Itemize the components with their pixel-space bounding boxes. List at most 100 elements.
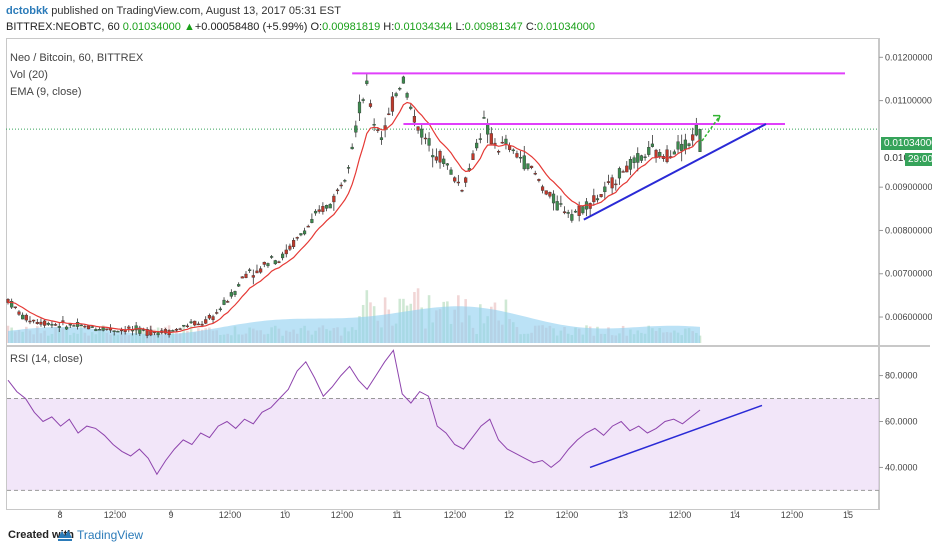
high-label: H: (383, 21, 395, 33)
bull-candle (482, 117, 486, 119)
projection-arrow-shaft (701, 115, 721, 142)
bull-candle (486, 124, 490, 135)
time-tick-label: 8 (57, 510, 62, 520)
bull-candle (573, 210, 578, 213)
bear-candle (251, 275, 255, 278)
bear-candle (277, 261, 281, 263)
bull-candle (628, 159, 633, 170)
bear-candle (544, 190, 548, 195)
bear-candle (262, 261, 266, 265)
bull-candle (94, 329, 98, 332)
bear-candle (453, 177, 457, 182)
projection-arrow-head (713, 114, 721, 122)
tradingview-brand-link[interactable]: TradingView (77, 528, 144, 542)
bear-candle (211, 316, 215, 321)
bull-candle (658, 152, 662, 157)
bear-candle (464, 177, 468, 183)
close-value: 0.01034000 (536, 21, 595, 33)
ema-legend[interactable]: EMA (9, close) (10, 86, 82, 98)
bear-candle (174, 328, 179, 331)
bear-candle (691, 134, 695, 141)
bear-candle (500, 141, 504, 144)
bear-candle (145, 329, 149, 336)
bull-candle (248, 269, 252, 271)
bull-candle (266, 263, 270, 267)
bear-candle (387, 113, 391, 115)
time-tick-label: 14 (730, 510, 740, 520)
time-tick-label: 12:00 (219, 510, 242, 520)
bull-candle (50, 323, 54, 326)
bull-candle (182, 324, 186, 327)
bull-candle (394, 93, 398, 97)
bear-candle (606, 181, 611, 183)
bear-candle (460, 190, 464, 192)
bear-candle (32, 319, 36, 322)
pane-divider[interactable] (6, 345, 930, 347)
bear-candle (456, 181, 460, 184)
bull-candle (237, 284, 241, 287)
bear-candle (193, 320, 197, 326)
time-tick-label: 12:00 (331, 510, 354, 520)
price-tick-label: 0.00900000 (885, 182, 932, 192)
bull-candle (555, 201, 559, 211)
volume-legend[interactable]: Vol (20) (10, 69, 48, 81)
bull-candle (603, 186, 607, 193)
bull-candle (676, 141, 680, 150)
volume-ma-area (8, 306, 700, 343)
bear-candle (207, 315, 211, 319)
bull-candle (343, 180, 347, 182)
bear-candle (537, 179, 541, 181)
bull-candle (10, 301, 14, 308)
bear-candle (61, 320, 65, 322)
bull-candle (420, 128, 424, 138)
bear-candle (54, 324, 58, 326)
chart-header: dctobkk published on TradingView.com, Au… (0, 0, 932, 36)
bull-candle (72, 325, 76, 327)
time-tick-label: 12 (504, 510, 514, 520)
rsi-tick-label: 40.0000 (885, 462, 918, 472)
bull-candle (522, 155, 526, 170)
bull-candle (361, 99, 365, 101)
bear-candle (390, 96, 395, 112)
bear-candle (24, 314, 28, 321)
bull-candle (398, 88, 402, 90)
bull-candle (350, 146, 354, 150)
bull-candle (64, 326, 69, 330)
change-up-icon: ▲ (183, 21, 195, 33)
footer: Created with TradingView (0, 520, 932, 550)
bear-candle (35, 322, 39, 324)
high-value: 0.01034344 (394, 21, 453, 33)
bull-candle (559, 203, 563, 205)
bull-candle (97, 329, 102, 331)
time-tick-label: 12:00 (669, 510, 692, 520)
bear-candle (438, 151, 442, 163)
bull-candle (75, 322, 80, 327)
bear-candle (548, 192, 552, 197)
low-value: 0.00981347 (464, 21, 523, 33)
bull-candle (694, 124, 698, 136)
bull-candle (310, 219, 314, 223)
symbol-line: BITTREX:NEOBTC, 60 (6, 21, 120, 33)
author-link[interactable]: dctobkk (6, 5, 49, 17)
bull-candle (405, 93, 409, 98)
bull-candle (551, 193, 556, 204)
tradingview-logo-icon[interactable] (57, 528, 73, 542)
price-tick-label: 0.01200000 (885, 52, 932, 62)
bear-candle (149, 329, 153, 336)
bear-candle (255, 270, 259, 274)
symbol-ohlc-line: BITTREX:NEOBTC, 60 0.01034000 ▲+0.000584… (6, 21, 595, 33)
bull-candle (595, 198, 600, 201)
bear-candle (163, 329, 168, 334)
rsi-line (7, 349, 701, 476)
support-trendline (583, 123, 767, 221)
bull-candle (281, 253, 285, 259)
bull-candle (313, 210, 318, 214)
rsi-legend[interactable]: RSI (14, close) (10, 353, 83, 365)
bull-candle (427, 138, 431, 146)
bear-candle (665, 149, 669, 163)
bear-candle (497, 151, 501, 153)
bull-candle (401, 76, 406, 84)
price-tick-label: 0.00600000 (885, 312, 932, 322)
time-tick-label: 12:00 (104, 510, 127, 520)
